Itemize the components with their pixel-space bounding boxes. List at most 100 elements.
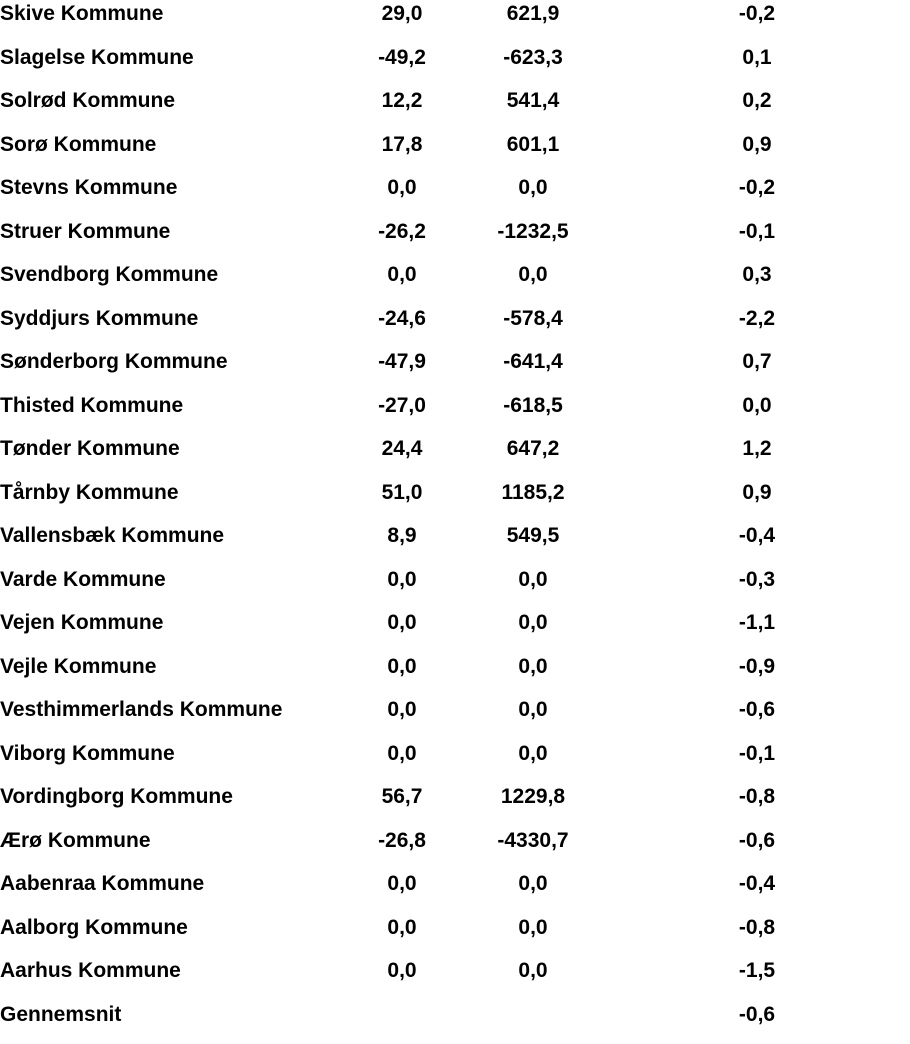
value-cell-col2: 0,0 (462, 696, 604, 740)
value-cell-col1: 0,0 (342, 174, 462, 218)
value-cell-col3: -0,1 (604, 218, 910, 262)
value-cell-col1: 0,0 (342, 914, 462, 958)
kommune-name-cell: Svendborg Kommune (0, 261, 342, 305)
kommune-name-cell: Syddjurs Kommune (0, 305, 342, 349)
value-cell-col3: 1,2 (604, 435, 910, 479)
value-cell-col2: -623,3 (462, 44, 604, 88)
value-cell-col1: -24,6 (342, 305, 462, 349)
value-cell-col1: 0,0 (342, 566, 462, 610)
value-cell-col2 (462, 1001, 604, 1044)
value-cell-col3: 0,3 (604, 261, 910, 305)
value-cell-col3: -0,1 (604, 740, 910, 784)
kommune-name-cell: Tårnby Kommune (0, 479, 342, 523)
value-cell-col3: 0,9 (604, 479, 910, 523)
value-cell-col1: 12,2 (342, 87, 462, 131)
value-cell-col1: 0,0 (342, 957, 462, 1001)
value-cell-col1 (342, 1001, 462, 1044)
value-cell-col1: 51,0 (342, 479, 462, 523)
kommune-name-cell: Sønderborg Kommune (0, 348, 342, 392)
kommune-name-cell: Vallensbæk Kommune (0, 522, 342, 566)
value-cell-col1: -47,9 (342, 348, 462, 392)
kommune-name-cell: Aabenraa Kommune (0, 870, 342, 914)
kommune-name-cell: Vordingborg Kommune (0, 783, 342, 827)
value-cell-col3: -0,2 (604, 0, 910, 44)
value-cell-col2: 0,0 (462, 870, 604, 914)
value-cell-col1: 0,0 (342, 609, 462, 653)
value-cell-col1: 0,0 (342, 696, 462, 740)
table-row: Struer Kommune-26,2-1232,5-0,1 (0, 218, 910, 262)
value-cell-col3: -0,6 (604, 1001, 910, 1044)
value-cell-col2: 541,4 (462, 87, 604, 131)
value-cell-col2: 621,9 (462, 0, 604, 44)
value-cell-col3: -1,1 (604, 609, 910, 653)
value-cell-col1: 56,7 (342, 783, 462, 827)
value-cell-col3: 0,0 (604, 392, 910, 436)
value-cell-col1: 29,0 (342, 0, 462, 44)
value-cell-col2: -618,5 (462, 392, 604, 436)
value-cell-col2: 0,0 (462, 174, 604, 218)
value-cell-col3: -0,9 (604, 653, 910, 697)
kommune-name-cell: Gennemsnit (0, 1001, 342, 1044)
value-cell-col1: -26,8 (342, 827, 462, 871)
value-cell-col3: 0,9 (604, 131, 910, 175)
kommune-name-cell: Sorø Kommune (0, 131, 342, 175)
value-cell-col2: 601,1 (462, 131, 604, 175)
value-cell-col3: 0,7 (604, 348, 910, 392)
value-cell-col3: -0,4 (604, 522, 910, 566)
value-cell-col1: 0,0 (342, 261, 462, 305)
value-cell-col3: 0,2 (604, 87, 910, 131)
kommune-name-cell: Struer Kommune (0, 218, 342, 262)
value-cell-col2: 1229,8 (462, 783, 604, 827)
value-cell-col2: -641,4 (462, 348, 604, 392)
value-cell-col1: -27,0 (342, 392, 462, 436)
kommune-name-cell: Stevns Kommune (0, 174, 342, 218)
value-cell-col1: -26,2 (342, 218, 462, 262)
kommune-name-cell: Slagelse Kommune (0, 44, 342, 88)
kommune-name-cell: Viborg Kommune (0, 740, 342, 784)
value-cell-col2: 0,0 (462, 609, 604, 653)
value-cell-col2: 0,0 (462, 957, 604, 1001)
kommune-name-cell: Ærø Kommune (0, 827, 342, 871)
value-cell-col3: -0,4 (604, 870, 910, 914)
value-cell-col3: 0,1 (604, 44, 910, 88)
value-cell-col3: -0,6 (604, 696, 910, 740)
value-cell-col2: 0,0 (462, 566, 604, 610)
kommune-name-cell: Vejen Kommune (0, 609, 342, 653)
value-cell-col3: -2,2 (604, 305, 910, 349)
value-cell-col1: 0,0 (342, 653, 462, 697)
table-row: Ærø Kommune-26,8-4330,7-0,6 (0, 827, 910, 871)
table-row: Syddjurs Kommune-24,6-578,4-2,2 (0, 305, 910, 349)
kommune-name-cell: Solrød Kommune (0, 87, 342, 131)
value-cell-col1: -49,2 (342, 44, 462, 88)
value-cell-col3: -0,8 (604, 783, 910, 827)
kommune-name-cell: Aalborg Kommune (0, 914, 342, 958)
value-cell-col1: 17,8 (342, 131, 462, 175)
kommune-name-cell: Skive Kommune (0, 0, 342, 44)
value-cell-col2: 0,0 (462, 653, 604, 697)
value-cell-col2: -578,4 (462, 305, 604, 349)
value-cell-col1: 24,4 (342, 435, 462, 479)
value-cell-col1: 8,9 (342, 522, 462, 566)
value-cell-col2: 1185,2 (462, 479, 604, 523)
value-cell-col2: -4330,7 (462, 827, 604, 871)
kommune-name-cell: Vejle Kommune (0, 653, 342, 697)
value-cell-col2: 0,0 (462, 914, 604, 958)
value-cell-col2: 0,0 (462, 740, 604, 784)
